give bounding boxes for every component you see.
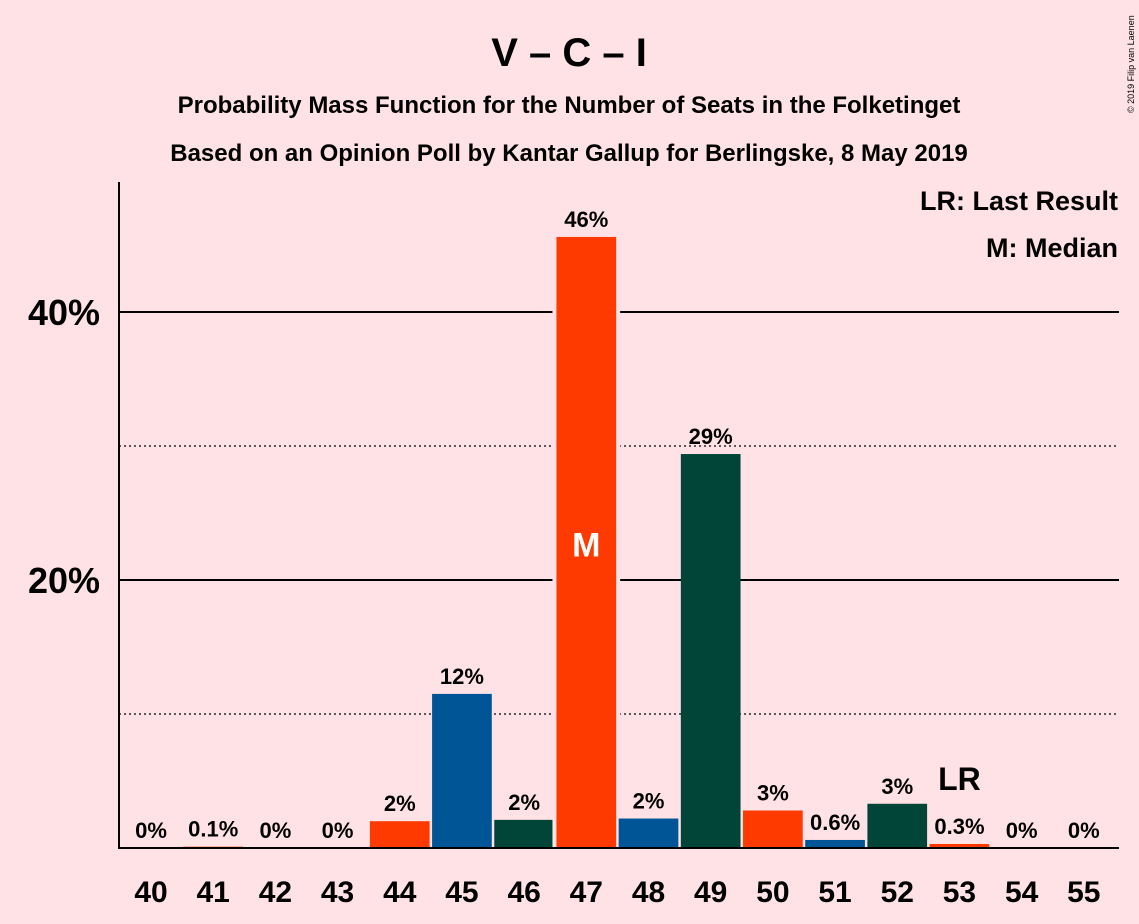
x-tick-label-47: 47 xyxy=(570,876,603,909)
x-tick-label-41: 41 xyxy=(197,876,230,909)
bar-47 xyxy=(556,236,617,848)
data-label-55: 0% xyxy=(1068,818,1100,843)
x-tick-label-46: 46 xyxy=(507,876,540,909)
data-label-49: 29% xyxy=(689,424,733,449)
data-labels-group: 0% 0.1% 0% 0% 2% 12% 2% 46% M 2% 29% 3% 0.6% 3% 0.3% LR… xyxy=(135,207,1100,843)
data-label-53: 0.3% xyxy=(934,814,984,839)
data-label-44: 2% xyxy=(384,791,416,816)
x-tick-label-54: 54 xyxy=(1005,876,1039,909)
x-tick-label-43: 43 xyxy=(321,876,354,909)
data-label-40: 0% xyxy=(135,818,167,843)
data-label-47: 46% xyxy=(564,207,608,232)
x-tick-label-40: 40 xyxy=(134,876,167,909)
y-tick-label: 40% xyxy=(28,292,100,333)
x-tick-label-44: 44 xyxy=(383,876,417,909)
data-label-52: 3% xyxy=(881,774,913,799)
last-result-marker: LR xyxy=(938,761,981,797)
bar-44 xyxy=(369,821,430,848)
bar-50 xyxy=(743,810,803,848)
legend-last-result: LR: Last Result xyxy=(920,186,1118,216)
bar-52 xyxy=(867,803,928,848)
x-tick-label-52: 52 xyxy=(881,876,914,909)
chart-title: V – C – I xyxy=(491,31,647,75)
data-label-46: 2% xyxy=(508,790,540,815)
bar-51 xyxy=(805,839,865,848)
data-label-43: 0% xyxy=(322,818,354,843)
bar-48 xyxy=(618,818,679,848)
chart-subtitle-2: Based on an Opinion Poll by Kantar Gallu… xyxy=(170,140,968,167)
x-tick-label-48: 48 xyxy=(632,876,665,909)
data-label-50: 3% xyxy=(757,780,789,805)
bars-group xyxy=(183,236,990,848)
bar-53 xyxy=(929,843,990,848)
x-tick-label-49: 49 xyxy=(694,876,727,909)
copyright-note: © 2019 Filip van Laenen xyxy=(1126,15,1136,113)
x-tick-label-42: 42 xyxy=(259,876,292,909)
x-tick-label-50: 50 xyxy=(756,876,789,909)
data-label-51: 0.6% xyxy=(810,810,860,835)
x-tick-label-51: 51 xyxy=(818,876,851,909)
x-tick-label-53: 53 xyxy=(943,876,976,909)
data-label-41: 0.1% xyxy=(188,817,238,842)
y-tick-labels: 40% 20% xyxy=(28,292,100,601)
x-tick-label-45: 45 xyxy=(445,876,478,909)
bar-49 xyxy=(680,454,741,848)
bar-45 xyxy=(432,693,492,848)
data-label-48: 2% xyxy=(633,789,665,814)
median-marker: M xyxy=(572,526,600,564)
legend-median: M: Median xyxy=(986,233,1118,263)
chart-subtitle-1: Probability Mass Function for the Number… xyxy=(178,92,961,119)
x-tick-label-55: 55 xyxy=(1067,876,1100,909)
x-tick-labels: 40 41 42 43 44 45 46 47 48 49 50 51 52 53 54 55 xyxy=(134,876,1100,909)
data-label-45: 12% xyxy=(440,664,484,689)
y-tick-label: 20% xyxy=(28,560,100,601)
data-label-42: 0% xyxy=(259,818,291,843)
bar-46 xyxy=(494,819,554,848)
data-label-54: 0% xyxy=(1006,818,1038,843)
